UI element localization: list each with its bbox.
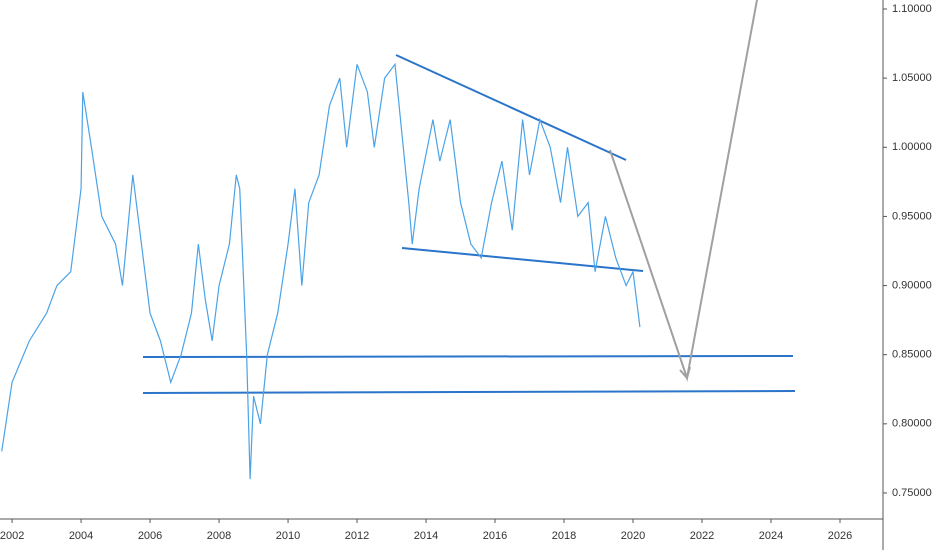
y-tick-label: 0.80000 xyxy=(892,418,932,430)
y-tick-label: 0.85000 xyxy=(892,349,932,361)
x-tick-label: 2006 xyxy=(138,530,162,542)
y-tick-label: 1.10000 xyxy=(892,3,932,15)
x-tick-label: 2002 xyxy=(0,530,24,542)
x-tick-label: 2012 xyxy=(345,530,369,542)
y-tick-label: 0.95000 xyxy=(892,210,932,222)
arrow-head xyxy=(679,366,691,381)
y-tick-label: 0.90000 xyxy=(892,279,932,291)
x-tick-label: 2024 xyxy=(759,530,783,542)
x-tick-label: 2018 xyxy=(552,530,576,542)
trend-line xyxy=(395,54,627,161)
projection-arrow xyxy=(609,0,758,382)
x-tick-label: 2020 xyxy=(621,530,645,542)
x-tick-label: 2026 xyxy=(828,530,852,542)
x-tick-label: 2008 xyxy=(207,530,231,542)
x-tick-label: 2016 xyxy=(483,530,507,542)
x-tick-label: 2022 xyxy=(690,530,714,542)
y-tick-label: 1.00000 xyxy=(892,141,932,153)
support-line xyxy=(142,355,794,358)
trend-line xyxy=(401,247,644,272)
x-tick-label: 2010 xyxy=(276,530,300,542)
price-line xyxy=(1,62,641,480)
y-tick-label: 1.05000 xyxy=(892,72,932,84)
support-line xyxy=(142,390,796,394)
y-tick-label: 0.75000 xyxy=(892,487,932,499)
x-tick-label: 2014 xyxy=(414,530,438,542)
x-tick-label: 2004 xyxy=(69,530,93,542)
